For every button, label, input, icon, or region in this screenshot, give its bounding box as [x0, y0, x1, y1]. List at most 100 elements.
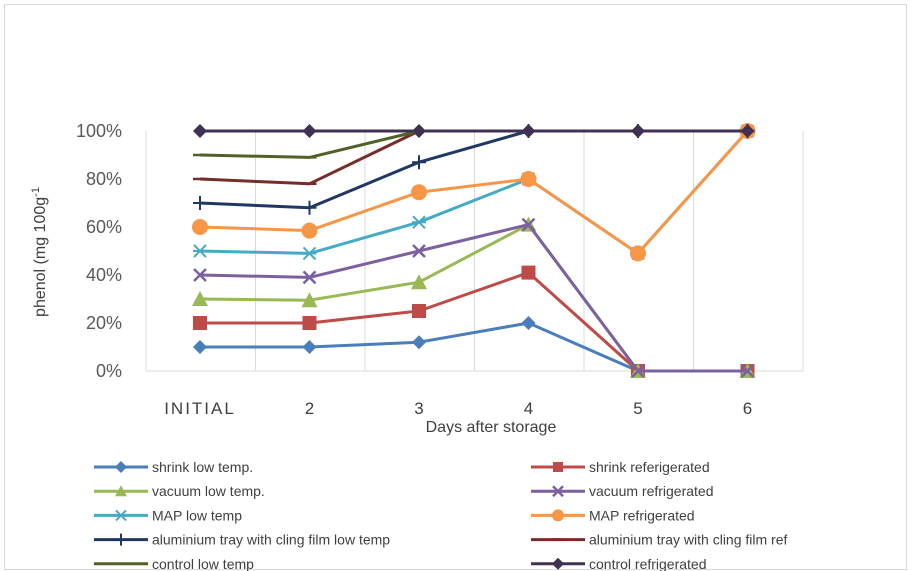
y-tick-label: 80%	[86, 169, 122, 189]
vertical-gridlines	[145, 131, 804, 371]
data-point	[193, 268, 207, 282]
x-tick-label: 2	[305, 399, 314, 418]
chart-frame	[4, 4, 907, 570]
data-point	[301, 222, 318, 239]
series-line	[199, 223, 748, 373]
series-line	[200, 321, 748, 373]
data-point	[192, 219, 208, 235]
data-point	[302, 270, 317, 285]
data-point	[115, 533, 127, 546]
data-point	[193, 340, 207, 354]
data-point	[631, 124, 645, 138]
data-point	[193, 196, 207, 210]
data-point	[552, 509, 564, 522]
data-point	[412, 124, 426, 138]
legend-item: vacuum low temp.	[94, 483, 265, 499]
legend-label: control low temp	[152, 556, 254, 571]
x-axis-ticks: INITIAL 2 3 4 5 6	[164, 399, 752, 418]
data-point	[631, 364, 645, 378]
data-point	[193, 244, 207, 258]
series-line	[199, 223, 748, 373]
data-point	[411, 274, 427, 290]
series	[193, 265, 755, 378]
series	[193, 217, 755, 378]
data-point	[115, 461, 127, 473]
legend-label: MAP low temp	[152, 507, 242, 523]
y-axis-title-main: phenol (mg 100g	[32, 197, 49, 317]
x-tick-label: 4	[524, 399, 533, 418]
data-point	[412, 304, 426, 318]
data-point	[302, 200, 317, 215]
series-layer	[192, 123, 756, 378]
data-point	[552, 485, 564, 498]
legend-item: MAP low temp	[94, 507, 242, 523]
series-line	[199, 129, 748, 159]
data-point	[552, 557, 564, 570]
legend-label: control refrigerated	[589, 556, 707, 571]
x-axis-title: Days after storage	[426, 419, 557, 436]
data-point	[553, 462, 563, 472]
legend-item: control refrigerated	[531, 556, 707, 571]
data-point	[412, 215, 426, 229]
legend-item: control low temp	[94, 556, 254, 571]
legend-item: vacuum refrigerated	[531, 483, 714, 499]
y-axis-ticks: 0% 20% 40% 60% 80% 100%	[76, 121, 122, 381]
data-point	[630, 245, 646, 262]
data-point	[521, 217, 536, 232]
series	[193, 316, 755, 378]
data-point	[302, 124, 317, 138]
legend-label: MAP refrigerated	[589, 507, 695, 523]
legend-label: aluminium tray with cling film low temp	[152, 532, 390, 548]
series-line	[199, 129, 749, 255]
data-point	[412, 335, 426, 350]
y-tick-label: 40%	[86, 265, 122, 285]
legend-item: aluminium tray with cling film ref	[531, 532, 787, 548]
data-point	[521, 316, 536, 330]
legend-label: vacuum low temp.	[152, 483, 265, 499]
series	[193, 129, 755, 159]
y-axis-title-superscript: -1	[30, 187, 42, 197]
series-line	[200, 271, 748, 373]
series-line	[199, 129, 748, 210]
data-point	[740, 364, 755, 378]
data-point	[521, 124, 536, 138]
legend-item: shrink referigerated	[531, 459, 710, 475]
data-point	[740, 124, 755, 138]
data-point	[302, 340, 317, 354]
data-point	[412, 244, 426, 258]
data-point	[115, 509, 127, 522]
data-point	[411, 184, 427, 201]
legend-label: shrink low temp.	[152, 459, 253, 475]
series	[192, 123, 756, 262]
x-tick-label: 6	[743, 399, 752, 418]
data-point	[193, 124, 207, 138]
legend-label: vacuum refrigerated	[589, 483, 714, 499]
legend: shrink low temp. shrink referigerated vacu…	[94, 459, 787, 571]
x-tick-label: 3	[414, 399, 423, 418]
x-tick-label: INITIAL	[164, 399, 236, 418]
data-point	[192, 291, 208, 306]
x-tick-label: 5	[633, 399, 642, 418]
data-point	[521, 265, 536, 280]
series	[193, 124, 755, 138]
y-tick-label: 0%	[96, 361, 122, 381]
data-point	[301, 292, 318, 308]
y-axis-title: phenol (mg 100g-1	[30, 187, 49, 317]
y-tick-label: 60%	[86, 217, 122, 237]
series-line	[199, 129, 749, 255]
series	[192, 216, 756, 378]
legend-item: aluminium tray with cling film low temp	[94, 532, 390, 548]
legend-label: aluminium tray with cling film ref	[589, 532, 787, 548]
data-point	[115, 485, 127, 497]
y-tick-label: 100%	[76, 121, 122, 141]
y-tick-label: 20%	[86, 313, 122, 333]
data-point	[520, 171, 537, 187]
data-point	[193, 316, 207, 330]
legend-item: MAP refrigerated	[531, 507, 695, 523]
data-point	[412, 155, 426, 170]
data-point	[302, 316, 317, 330]
data-point	[302, 246, 317, 261]
legend-label: shrink referigerated	[589, 459, 710, 475]
legend-item: shrink low temp.	[94, 459, 253, 475]
